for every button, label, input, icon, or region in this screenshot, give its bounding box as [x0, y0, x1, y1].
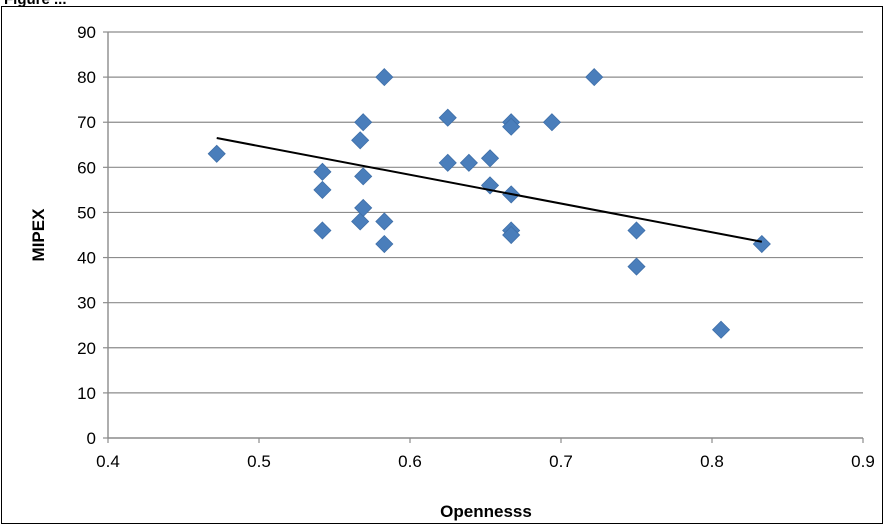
data-point-23	[585, 68, 604, 87]
data-point-11	[375, 234, 394, 254]
data-point-3	[313, 221, 332, 240]
trendline	[216, 137, 763, 243]
data-point-25	[627, 257, 646, 276]
data-point-8	[354, 198, 373, 217]
x-tick-label-0.8: 0.8	[700, 452, 724, 471]
x-tick-label-0.9: 0.9	[851, 452, 875, 471]
y-tick-label-50: 50	[77, 203, 96, 222]
data-point-4	[351, 131, 370, 150]
data-point-27	[752, 234, 771, 254]
x-tick-label-0.5: 0.5	[247, 452, 271, 471]
x-tick-labels: 0.4 0.5 0.6 0.7 0.8 0.9	[96, 452, 875, 471]
data-point-12	[438, 108, 457, 127]
y-tick-labels: 0 10 20 30 40 50 60 70 80 90	[77, 23, 96, 448]
x-tick-label-0.4: 0.4	[96, 452, 120, 471]
y-tick-label-10: 10	[77, 384, 96, 403]
data-point-24	[627, 221, 646, 240]
y-tick-label-0: 0	[87, 429, 96, 448]
data-point-2	[313, 180, 332, 199]
y-tick-label-80: 80	[77, 68, 96, 87]
y-tick-label-60: 60	[77, 158, 96, 177]
data-point-15	[480, 149, 500, 168]
y-tick-label-70: 70	[77, 113, 96, 132]
data-point-9	[375, 68, 394, 87]
y-tick-label-30: 30	[77, 294, 96, 313]
chart-frame	[1, 6, 883, 524]
y-tick-label-40: 40	[77, 249, 96, 268]
figure-caption-fragment: Figure ...	[4, 0, 67, 8]
y-tick-label-20: 20	[77, 339, 96, 358]
data-point-13	[438, 153, 457, 172]
y-axis-title: MIPEX	[29, 208, 48, 262]
axes	[107, 32, 864, 443]
data-point-7	[354, 167, 373, 186]
data-point-5	[351, 212, 370, 231]
data-point-1	[313, 162, 332, 181]
x-tick-label-0.7: 0.7	[549, 452, 573, 471]
gridlines	[103, 31, 863, 439]
data-point-21	[502, 225, 521, 245]
x-axis-title: Opennesss	[440, 502, 532, 521]
data-point-0	[207, 144, 226, 163]
trendline-group	[216, 137, 763, 243]
data-point-14	[459, 153, 478, 172]
x-tick-label-0.6: 0.6	[398, 452, 422, 471]
data-point-10	[375, 212, 394, 231]
data-point-26	[711, 320, 731, 339]
data-point-22	[542, 113, 562, 132]
data-points	[207, 68, 771, 339]
data-point-18	[502, 117, 521, 136]
y-tick-label-90: 90	[77, 23, 96, 42]
data-point-6	[354, 113, 373, 132]
